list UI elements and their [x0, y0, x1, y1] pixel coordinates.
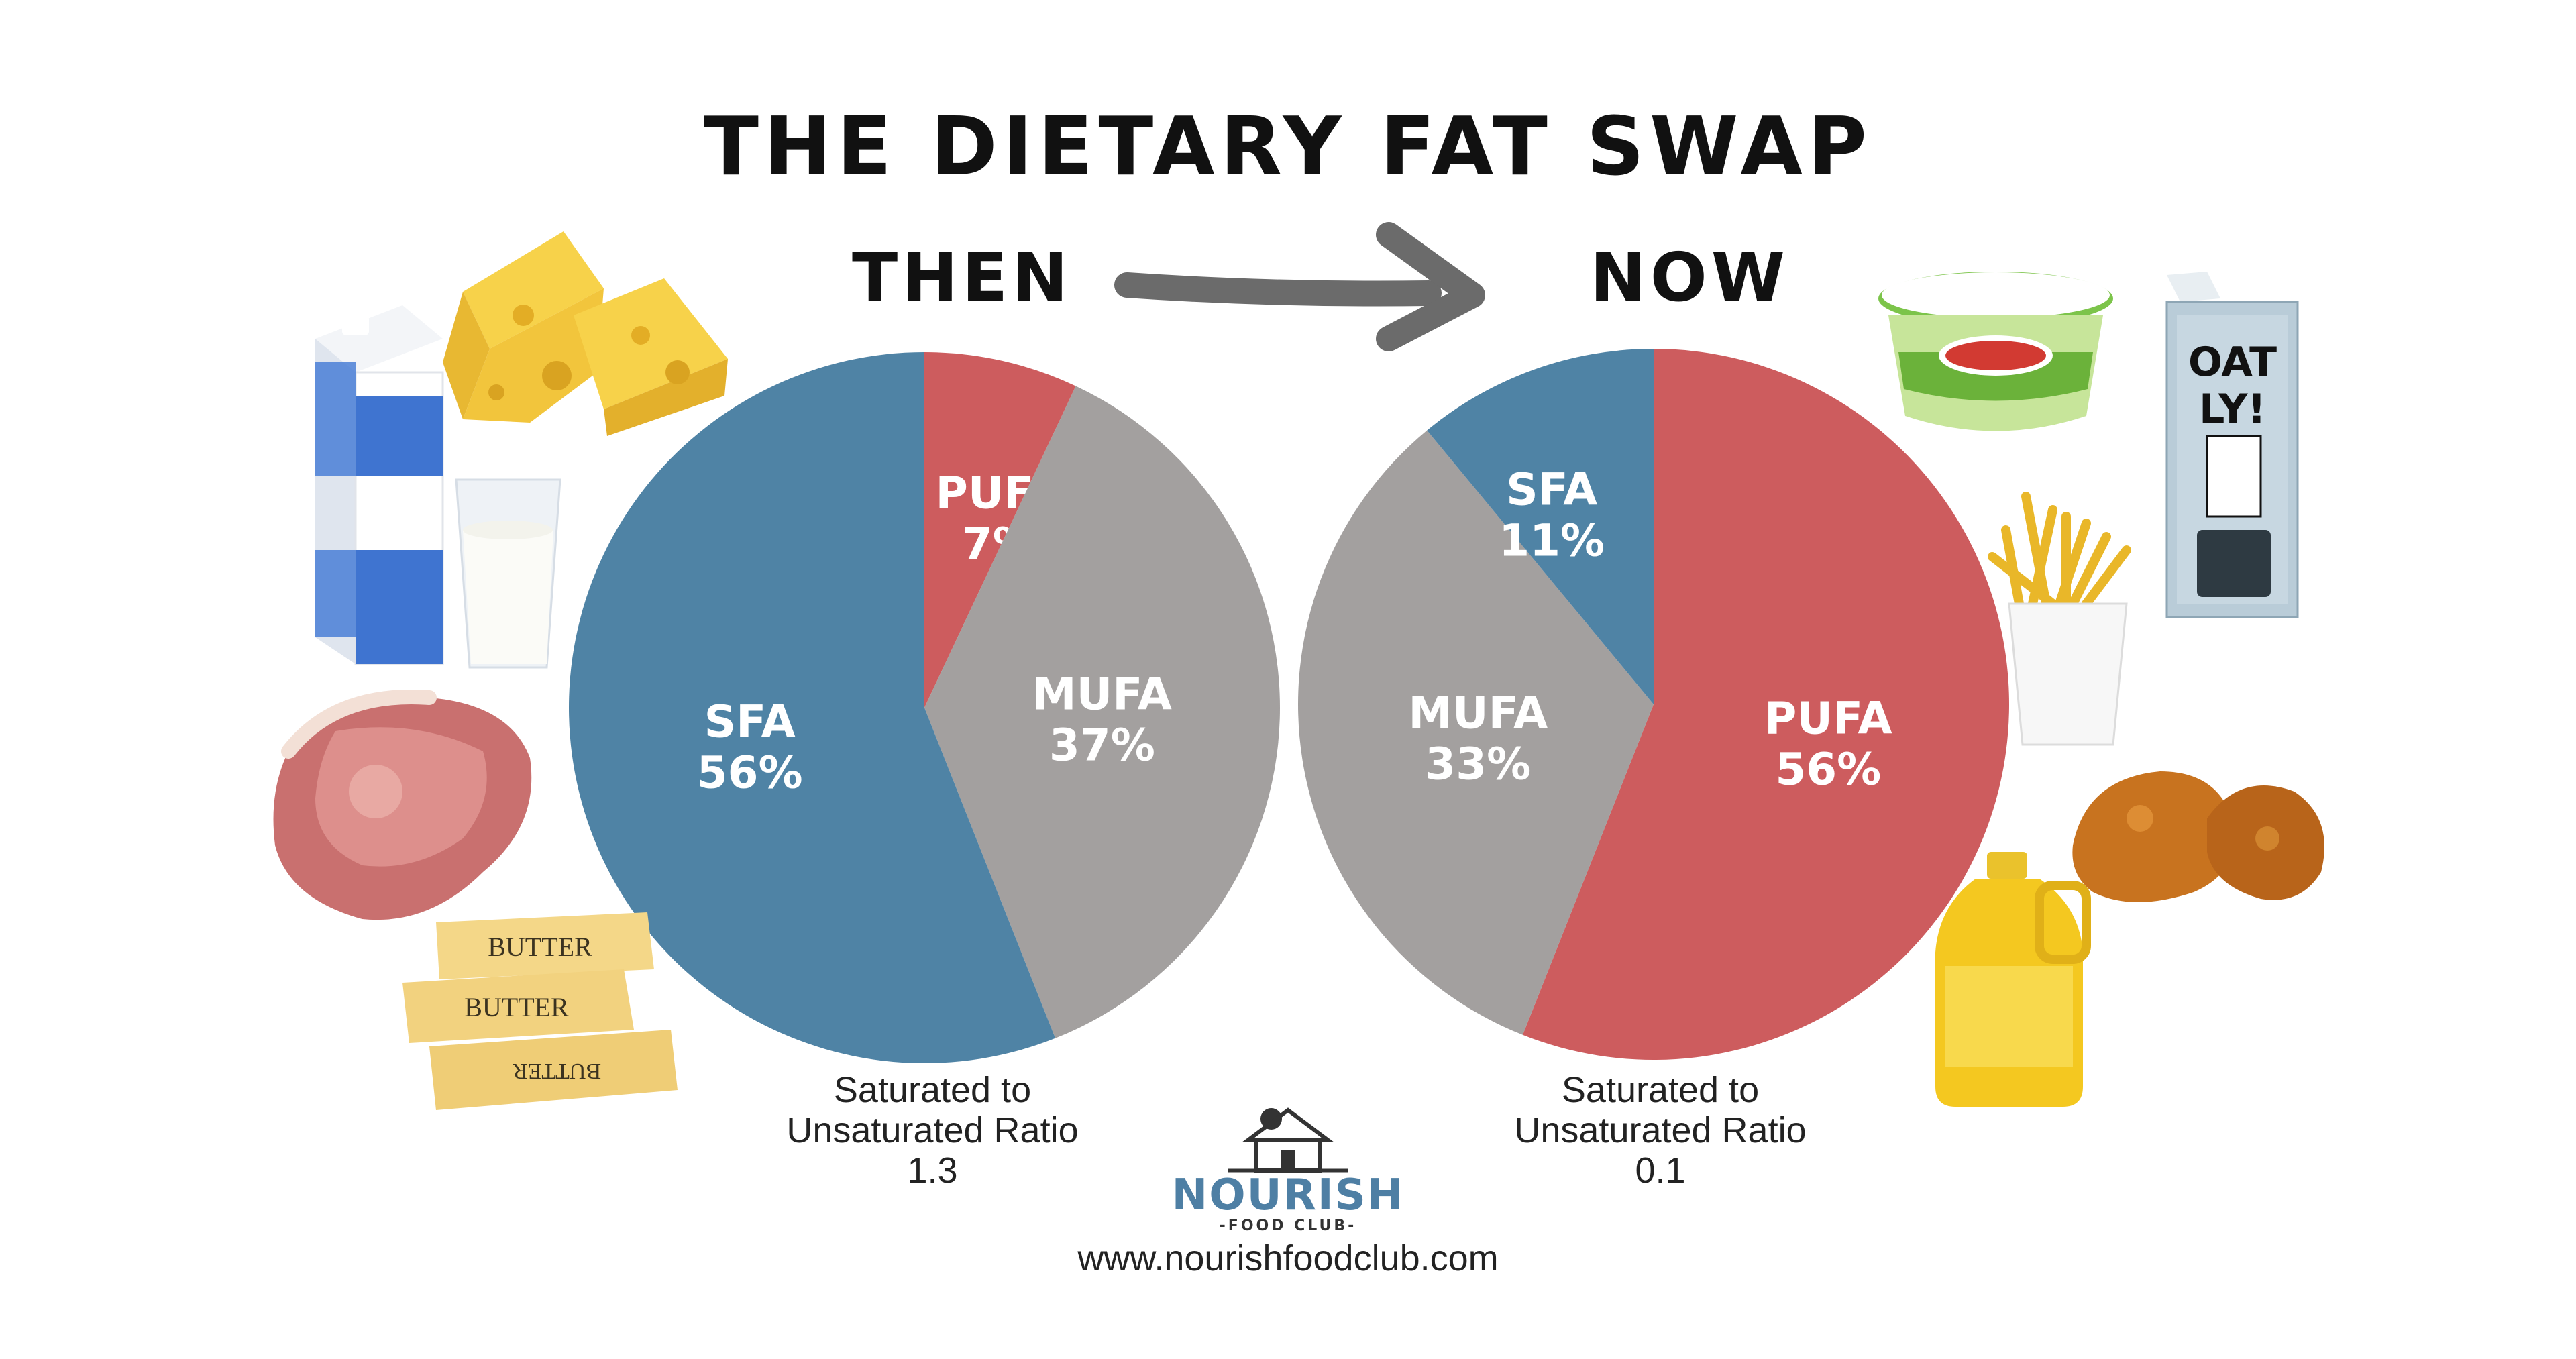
ratio-line-2: Unsaturated Ratio: [1514, 1110, 1807, 1150]
pie-slice-then-pufa: [924, 352, 1076, 708]
ratio-line-2: Unsaturated Ratio: [786, 1110, 1079, 1150]
ratio-line-1: Saturated to: [833, 1070, 1032, 1110]
now-label: NOW: [1590, 238, 1790, 317]
arrow-right-icon: [1114, 222, 1485, 351]
page-title: THE DIETARY FAT SWAP: [704, 101, 1872, 194]
svg-text:LY!: LY!: [2199, 386, 2266, 433]
pie-slice-then-mufa: [924, 386, 1280, 1038]
slice-label: PUFA: [1764, 693, 1892, 745]
pie-slice-now-sfa: [1427, 349, 1654, 704]
slice-value-label: 37%: [1049, 719, 1155, 771]
then-label: THEN: [852, 238, 1072, 317]
svg-text:BUTTER: BUTTER: [488, 932, 592, 962]
logo-tagline: -FOOD CLUB-: [1219, 1217, 1357, 1234]
milk-glass-image: [455, 478, 561, 669]
nourish-logo-icon: [1228, 1107, 1348, 1173]
ratio-caption-now: Saturated to Unsaturated Ratio 0.1: [1426, 1070, 1895, 1191]
pork-chop-image: [273, 690, 532, 920]
svg-text:BUTTER: BUTTER: [464, 992, 569, 1022]
ratio-line-1: Saturated to: [1561, 1070, 1760, 1110]
oil-bottle-image: [1935, 852, 2091, 1107]
svg-text:OAT: OAT: [2188, 339, 2277, 386]
pie-slice-now-pufa: [1522, 349, 2010, 1060]
pie-slice-now-mufa: [1297, 430, 1654, 1035]
milk-carton-image: [315, 305, 444, 665]
butter-sticks-image: BUTTER BUTTER BUTTER: [402, 912, 678, 1110]
slice-label: SFA: [1506, 464, 1597, 516]
margarine-tub-image: [1878, 272, 2113, 431]
fried-chicken-image: [2072, 771, 2324, 902]
slice-value-label: 56%: [1775, 744, 1881, 796]
ratio-value: 1.3: [907, 1150, 958, 1191]
slice-value-label: 11%: [1499, 515, 1605, 567]
french-fries-image: [1988, 492, 2131, 746]
slice-value-label: 33%: [1425, 738, 1531, 790]
ratio-caption-then: Saturated to Unsaturated Ratio 1.3: [698, 1070, 1167, 1191]
slice-label: MUFA: [1032, 668, 1172, 720]
slice-label: SFA: [704, 696, 796, 748]
website-link[interactable]: www.nourishfoodclub.com: [1077, 1238, 1499, 1279]
slice-value-label: 56%: [697, 747, 803, 799]
slice-label: MUFA: [1408, 687, 1548, 739]
svg-text:BUTTER: BUTTER: [513, 1058, 602, 1083]
ratio-value: 0.1: [1635, 1150, 1686, 1191]
oat-milk-carton-image: OAT LY!: [2165, 272, 2299, 618]
pie-slice-then-sfa: [568, 352, 1056, 1063]
cheese-image: [443, 231, 728, 436]
logo-name: NOURISH: [1171, 1171, 1405, 1220]
